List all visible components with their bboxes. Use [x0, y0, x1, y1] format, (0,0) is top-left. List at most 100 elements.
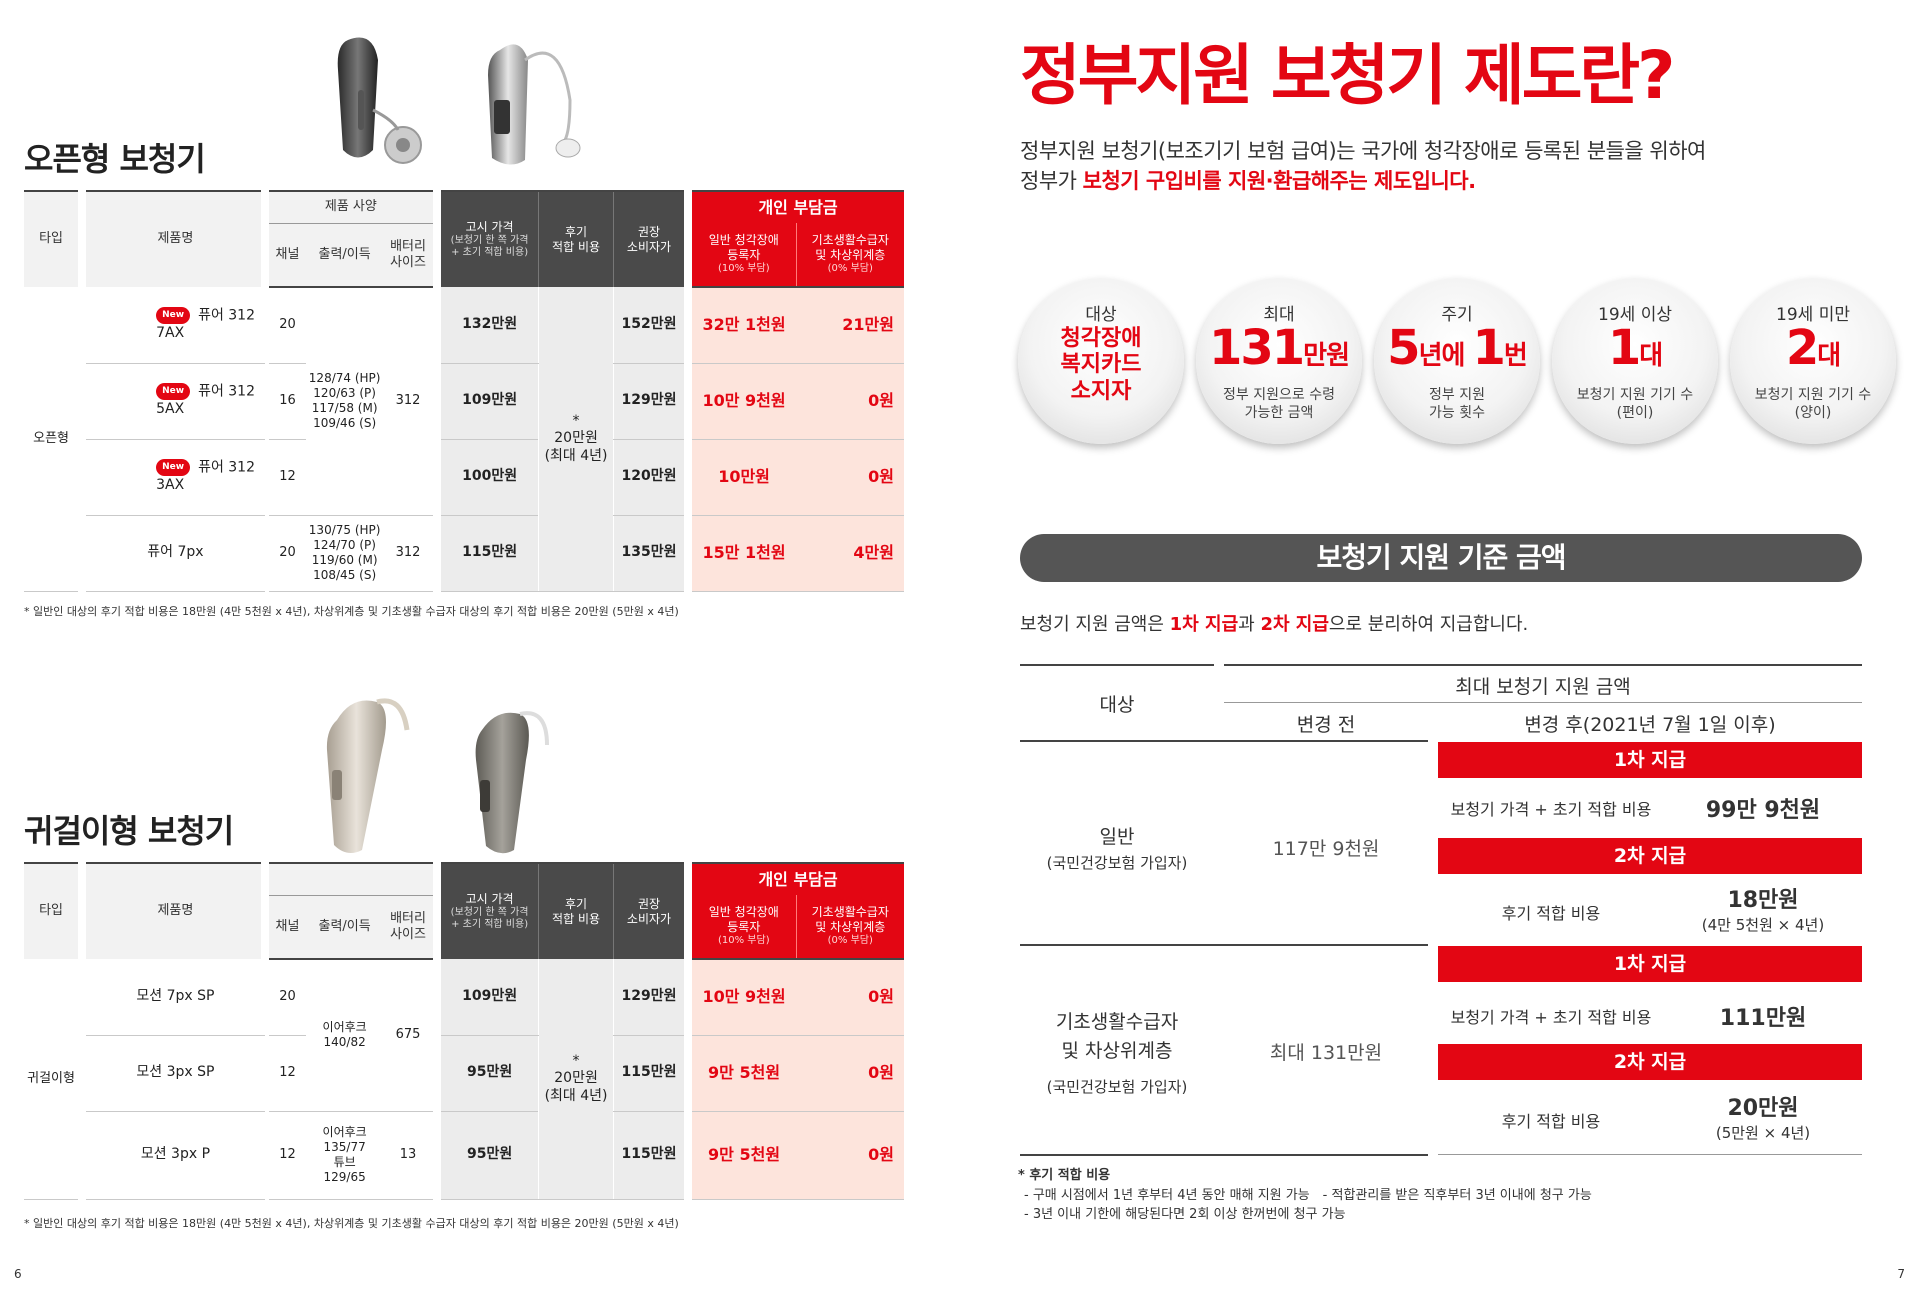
output-cell: 이어후크 140/82 — [306, 959, 384, 1112]
page-title: 정부지원 보청기 제도란? — [1020, 37, 1675, 114]
basic-before: 최대 131만원 — [1269, 1042, 1383, 1064]
general-label: 일반 — [1099, 826, 1135, 848]
general-cell: 10만 9천원 — [684, 363, 796, 440]
second-payment-label: 2차 지급 — [1438, 1044, 1862, 1080]
basic-first-amount: 111만원 — [1719, 1006, 1807, 1031]
left-page: 오픈형 보청기 타입 제품명 제품 사양 고시 가격 (보청기 한 쪽 가격 +… — [14, 37, 904, 1281]
battery-cell: 13 — [383, 1111, 437, 1200]
product-name: New 퓨어 312 5AX — [78, 363, 265, 440]
channel-cell: 12 — [260, 1035, 307, 1112]
product-name: 퓨어 7px — [78, 515, 265, 592]
recommended-cell: 129만원 — [612, 363, 689, 440]
header-type: 타입 — [24, 190, 83, 287]
basic-cell: 0원 — [796, 959, 904, 1036]
price-cell: 100만원 — [433, 439, 539, 516]
table-row: 퓨어 7px 20 130/75 (HP) 124/70 (P) 119/60 … — [24, 515, 904, 592]
price-cell: 115만원 — [433, 515, 539, 592]
page-number-right: 7 — [1897, 1267, 1905, 1281]
header-battery: 배터리 사이즈 — [383, 223, 437, 288]
recommended-cell: 115만원 — [612, 1111, 689, 1200]
channel-cell: 20 — [260, 287, 307, 364]
bte-hearing-aid-image-gray — [475, 711, 549, 854]
general-cell: 15만 1천원 — [684, 515, 796, 592]
support-description: 보청기 지원 금액은 1차 지급과 2차 지급으로 분리하여 지급합니다. — [1020, 614, 1529, 635]
header-battery: 배터리 사이즈 — [383, 895, 437, 960]
header-basic: 기초생활수급자 및 차상위계층 (0% 부담) — [795, 223, 904, 288]
footnote-bte: * 일반인 대상의 후기 적합 비용은 18만원 (4만 5천원 x 4년), … — [24, 1217, 679, 1230]
new-badge: New — [156, 306, 191, 325]
header-target: 대상 — [1099, 694, 1135, 716]
basic-second-sub: (5만원 × 4년) — [1715, 1124, 1811, 1142]
product-name: New 퓨어 312 7AX — [78, 287, 265, 364]
general-cell: 10만 9천원 — [684, 959, 796, 1036]
general-sub: (국민건강보험 가입자) — [1046, 854, 1188, 872]
price-cell: 132만원 — [433, 287, 539, 364]
header-general: 일반 청각장애 등록자 (10% 부담) — [684, 895, 796, 960]
header-before: 변경 전 — [1296, 714, 1356, 736]
header-later-fitting: 후기 적합 비용 — [538, 190, 614, 287]
bte-type-table: 타입 제품명 고시 가격 (보청기 한 쪽 가격 + 초기 적합 비용) 후기 … — [24, 862, 904, 1200]
recommended-cell: 129만원 — [612, 959, 689, 1036]
basic-label: 기초생활수급자 및 차상위계층 — [1055, 1011, 1179, 1062]
price-cell: 95만원 — [433, 1111, 539, 1200]
general-cell: 9만 5천원 — [684, 1035, 796, 1112]
channel-cell: 16 — [260, 363, 307, 440]
general-before: 117만 9천원 — [1272, 838, 1380, 860]
output-cell: 128/74 (HP) 120/63 (P) 117/58 (M) 109/46… — [306, 287, 384, 516]
battery-cell: 675 — [383, 959, 437, 1112]
general-first-amount: 99만 9천원 — [1705, 798, 1821, 823]
table-row: 오픈형 New 퓨어 312 7AX 20 128/74 (HP) 120/63 … — [24, 287, 904, 592]
header-max-amount: 최대 보청기 지원 금액 — [1455, 676, 1631, 698]
header-channel: 채널 — [260, 895, 307, 960]
open-type-table: 타입 제품명 제품 사양 고시 가격 (보청기 한 쪽 가격 + 초기 적합 비… — [24, 190, 904, 592]
header-recommended: 권장 소비자가 — [612, 862, 689, 959]
header-product: 제품명 — [78, 862, 265, 959]
basic-cell: 0원 — [796, 1035, 904, 1112]
product-name: 모션 3px SP — [78, 1035, 265, 1112]
first-payment-label: 1차 지급 — [1438, 946, 1862, 982]
header-general: 일반 청각장애 등록자 (10% 부담) — [684, 223, 796, 288]
header-recommended: 권장 소비자가 — [612, 190, 689, 287]
battery-cell: 312 — [383, 515, 437, 592]
header-notice-price: 고시 가격 (보청기 한 쪽 가격 + 초기 적합 비용) — [433, 862, 539, 959]
header-personal: 개인 부담금 — [684, 862, 904, 895]
table-row: New 퓨어 312 3AX 12 100만원 120만원 10만원 0원 — [24, 439, 904, 516]
right-page: 정부지원 보청기 제도란? 정부지원 보청기(보조기기 보험 급여)는 국가에 … — [960, 0, 1919, 1295]
basic-sub: (국민건강보험 가입자) — [1046, 1078, 1188, 1096]
header-spec: 제품 사양 — [260, 190, 437, 224]
general-second-amount: 18만원 — [1727, 888, 1799, 913]
general-second-sub: (4만 5천원 × 4년) — [1701, 916, 1825, 934]
header-personal: 개인 부담금 — [684, 190, 904, 223]
product-name: 모션 3px P — [78, 1111, 265, 1200]
circle-cycle: 주기 5년에 1번 정부 지원 가능 횟수 — [1374, 278, 1540, 444]
header-spec-empty — [260, 862, 437, 896]
product-name: New 퓨어 312 3AX — [78, 439, 265, 516]
header-product: 제품명 — [78, 190, 265, 287]
table-row: 모션 3px SP 12 95만원 115만원 9만 5천원 0원 — [24, 1035, 904, 1112]
channel-cell: 12 — [260, 1111, 307, 1200]
output-cell: 이어후크 135/77 튜브 129/65 — [306, 1111, 384, 1200]
circle-max-amount: 최대 131만원 정부 지원으로 수령 가능한 금액 — [1196, 278, 1362, 444]
section-title-open: 오픈형 보청기 — [24, 140, 206, 178]
table-row: New 퓨어 312 5AX 16 109만원 129만원 10만 9천원 0원 — [24, 363, 904, 440]
later-fitting-cell: * 20만원 (최대 4년) — [538, 959, 614, 1200]
later-fitting-cell: * 20만원 (최대 4년) — [538, 287, 614, 592]
basic-cell: 0원 — [796, 439, 904, 516]
channel-cell: 20 — [260, 515, 307, 592]
basic-cell: 0원 — [796, 363, 904, 440]
recommended-cell: 115만원 — [612, 1035, 689, 1112]
header-basic: 기초생활수급자 및 차상위계층 (0% 부담) — [795, 895, 904, 960]
recommended-cell: 120만원 — [612, 439, 689, 516]
general-cell: 9만 5천원 — [684, 1111, 796, 1200]
header-output: 출력/이득 — [306, 895, 384, 960]
circle-target: 대상 청각장애 복지카드 소지자 — [1018, 278, 1184, 444]
basic-cell: 21만원 — [796, 287, 904, 364]
hearing-aid-image-silver — [488, 44, 581, 165]
hearing-aid-image-dark — [337, 37, 422, 164]
general-cell: 32만 1천원 — [684, 287, 796, 364]
item-later-label: 후기 적합 비용 — [1501, 904, 1601, 923]
item-price-label: 보청기 가격 + 초기 적합 비용 — [1450, 1008, 1652, 1027]
basic-cell: 0원 — [796, 1111, 904, 1200]
first-payment-label: 1차 지급 — [1438, 742, 1862, 778]
recommended-cell: 135만원 — [612, 515, 689, 592]
